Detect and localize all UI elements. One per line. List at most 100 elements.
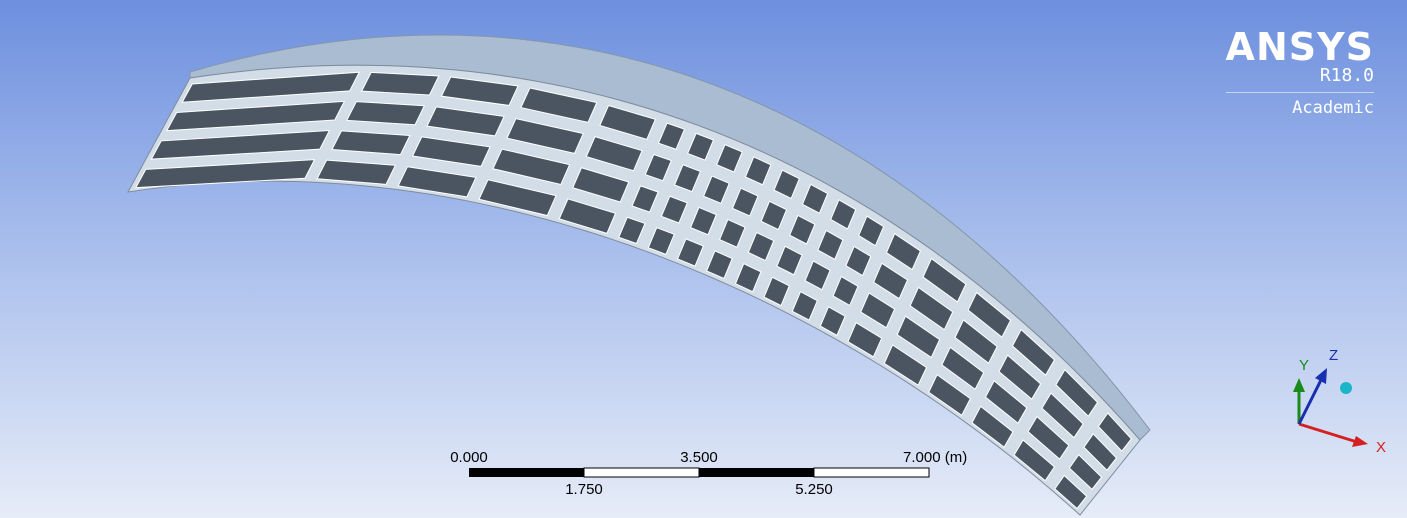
panel-cell bbox=[660, 195, 688, 224]
panel-cell bbox=[520, 87, 598, 123]
scale-label-5250: 5.250 bbox=[795, 481, 833, 498]
panel-cell bbox=[689, 206, 717, 236]
panel-cell bbox=[763, 276, 790, 307]
panel-cell bbox=[1027, 415, 1070, 460]
panel-cell bbox=[702, 175, 730, 204]
panel-cell bbox=[316, 159, 397, 185]
panel-cell bbox=[734, 263, 762, 293]
panel-cell bbox=[804, 260, 831, 291]
panel-cell bbox=[150, 129, 331, 160]
panel-cell bbox=[830, 199, 857, 230]
panel-cell bbox=[1068, 453, 1103, 491]
panel-cell bbox=[1011, 328, 1056, 376]
panel-cell bbox=[789, 214, 816, 245]
panel-cell bbox=[687, 132, 715, 161]
panel-cell bbox=[478, 179, 557, 217]
panel-cell bbox=[673, 164, 702, 193]
z-axis-head-icon bbox=[1315, 368, 1327, 384]
scale-label-3500: 3.500 bbox=[680, 449, 718, 466]
panel-cell bbox=[909, 286, 954, 331]
x-axis-label: X bbox=[1376, 439, 1386, 456]
panel-cell bbox=[941, 346, 985, 390]
panel-cell bbox=[928, 373, 971, 417]
panel-cell bbox=[181, 71, 361, 103]
panel-cell bbox=[747, 231, 775, 262]
panel-cell bbox=[858, 215, 885, 247]
panel-cell bbox=[426, 106, 505, 137]
panel-cell bbox=[832, 275, 859, 307]
panel-cell bbox=[885, 232, 922, 271]
panel-cell bbox=[801, 183, 829, 214]
coordinate-triad[interactable]: X Y Z bbox=[1280, 340, 1390, 460]
x-axis-head-icon bbox=[1352, 436, 1368, 447]
panel-cell bbox=[618, 216, 646, 245]
panel-cell bbox=[631, 185, 659, 213]
panel-cell bbox=[896, 315, 941, 359]
z-axis-label: Z bbox=[1329, 347, 1338, 364]
scale-label-1750: 1.750 bbox=[565, 481, 603, 498]
panel-cell bbox=[346, 101, 426, 126]
z-axis-arrow bbox=[1297, 377, 1324, 425]
panel-cell bbox=[506, 117, 584, 154]
panel-cell bbox=[954, 319, 998, 364]
panel-cell bbox=[134, 159, 316, 189]
panel-cell bbox=[492, 148, 571, 186]
panel-cell bbox=[360, 71, 440, 96]
panel-cell bbox=[676, 238, 705, 267]
panel-cell bbox=[984, 380, 1028, 424]
scale-label-0: 0.000 bbox=[450, 449, 488, 466]
panel-cell bbox=[1041, 392, 1084, 439]
brand-name: ANSYS bbox=[1225, 25, 1374, 69]
panel-cell bbox=[585, 136, 643, 172]
panel-cell bbox=[331, 130, 411, 156]
panel-cell bbox=[860, 292, 896, 329]
panel-cell bbox=[872, 262, 909, 300]
panel-cell bbox=[1097, 412, 1133, 452]
panel-cell bbox=[847, 321, 883, 358]
panel-cell bbox=[819, 306, 846, 337]
brand-edition: Academic bbox=[1292, 98, 1374, 118]
panel-cell bbox=[411, 136, 491, 167]
panel-cell bbox=[647, 227, 675, 256]
panel-cell bbox=[718, 218, 746, 248]
panel-cell bbox=[845, 245, 872, 277]
panel-cell bbox=[440, 76, 519, 106]
panel-cell bbox=[773, 169, 800, 200]
panel-cell bbox=[998, 354, 1042, 400]
panel-cell bbox=[715, 143, 743, 173]
panel-cell bbox=[760, 200, 788, 231]
panel-cell bbox=[967, 291, 1012, 338]
panel-cell bbox=[731, 187, 759, 217]
panel-cell bbox=[817, 229, 844, 261]
panel-cell bbox=[1013, 439, 1056, 482]
panel-cell bbox=[776, 245, 803, 276]
panel-cell bbox=[1083, 433, 1118, 471]
panel-cell bbox=[657, 122, 686, 150]
scale-segment-1 bbox=[469, 468, 584, 477]
iso-view-ball-icon[interactable] bbox=[1340, 382, 1352, 394]
panel-cell bbox=[971, 405, 1014, 448]
scale-segment-4 bbox=[813, 467, 930, 478]
y-axis-label: Y bbox=[1299, 357, 1309, 374]
x-axis-arrow bbox=[1298, 422, 1358, 444]
panel-cell bbox=[397, 166, 477, 198]
panel-cell bbox=[572, 167, 630, 203]
panel-cell bbox=[599, 104, 657, 140]
panel-cell bbox=[1054, 474, 1088, 510]
panel-cell bbox=[1055, 368, 1099, 417]
panel-cell bbox=[883, 344, 928, 386]
y-axis-head-icon bbox=[1293, 378, 1305, 392]
panel-cell bbox=[922, 257, 967, 303]
panel-cell bbox=[558, 198, 617, 234]
panel-cell bbox=[644, 153, 672, 182]
panel-cell bbox=[744, 156, 772, 186]
brand-version: R18.0 bbox=[1225, 66, 1374, 93]
scale-label-7000: 7.000 (m) bbox=[903, 449, 967, 466]
ansys-logo: ANSYS R18.0 Academic bbox=[1225, 25, 1374, 119]
scale-segment-3 bbox=[699, 468, 814, 477]
panel-cell bbox=[165, 100, 346, 132]
panel-cell bbox=[706, 250, 733, 280]
